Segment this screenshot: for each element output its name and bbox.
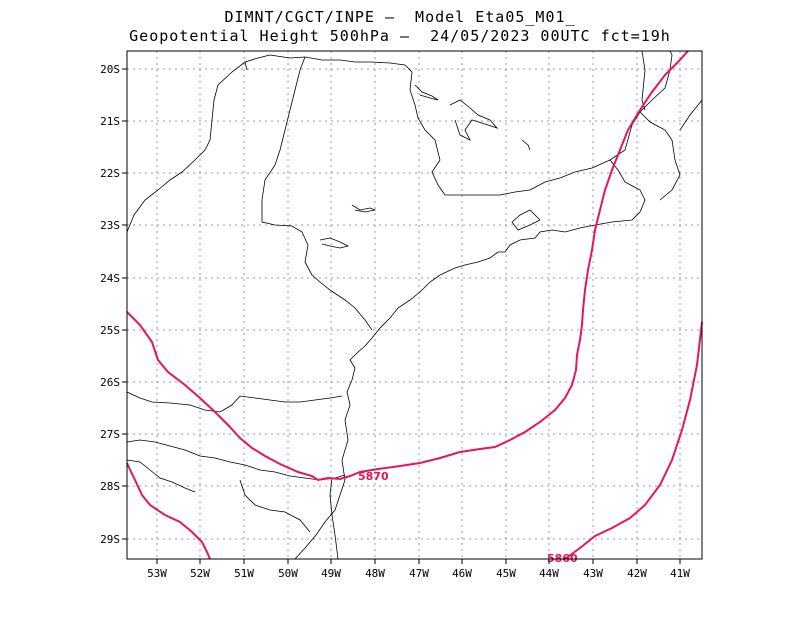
lon-label-45w: 45W (496, 567, 516, 580)
map-frame (126, 50, 703, 560)
lat-label-25s: 25S (100, 324, 120, 337)
lon-label-44w: 44W (539, 567, 559, 580)
lat-label-29s: 29S (100, 533, 120, 546)
lat-label-20s: 20S (100, 63, 120, 76)
geopotential-contours: 5870 5860 (126, 50, 703, 565)
lon-label-48w: 48W (365, 567, 385, 580)
map-title-line2: Geopotential Height 500hPa – 24/05/2023 … (129, 27, 671, 45)
lon-label-52w: 52W (190, 567, 210, 580)
contour-5860-west (126, 462, 211, 560)
lon-label-51w: 51W (234, 567, 254, 580)
lat-label-24s: 24S (100, 272, 120, 285)
lat-label-23s: 23S (100, 219, 120, 232)
lon-label-49w: 49W (321, 567, 341, 580)
lat-label-27s: 27S (100, 428, 120, 441)
lon-label-46w: 46W (452, 567, 472, 580)
lon-label-41w: 41W (670, 567, 690, 580)
latitude-axis: 20S 21S 22S 23S 24S 25S 26S 27S 28S 29S (100, 63, 127, 546)
lon-label-42w: 42W (627, 567, 647, 580)
contour-label-5870: 5870 (358, 470, 389, 483)
contour-5870 (126, 50, 689, 482)
lon-label-43w: 43W (583, 567, 603, 580)
lon-label-50w: 50W (278, 567, 298, 580)
lat-label-21s: 21S (100, 115, 120, 128)
coastline-borders (126, 50, 703, 560)
map-title-line1: DIMNT/CGCT/INPE – Model Eta05_M01_ (224, 8, 576, 26)
longitude-axis: 53W 52W 51W 50W 49W 48W 47W 46W 45W 44W … (147, 559, 690, 580)
grid-lines (127, 51, 702, 559)
lon-label-47w: 47W (409, 567, 429, 580)
contour-5860-east (564, 321, 703, 560)
lat-label-22s: 22S (100, 167, 120, 180)
lat-label-26s: 26S (100, 376, 120, 389)
lat-label-28s: 28S (100, 480, 120, 493)
lon-label-53w: 53W (147, 567, 167, 580)
